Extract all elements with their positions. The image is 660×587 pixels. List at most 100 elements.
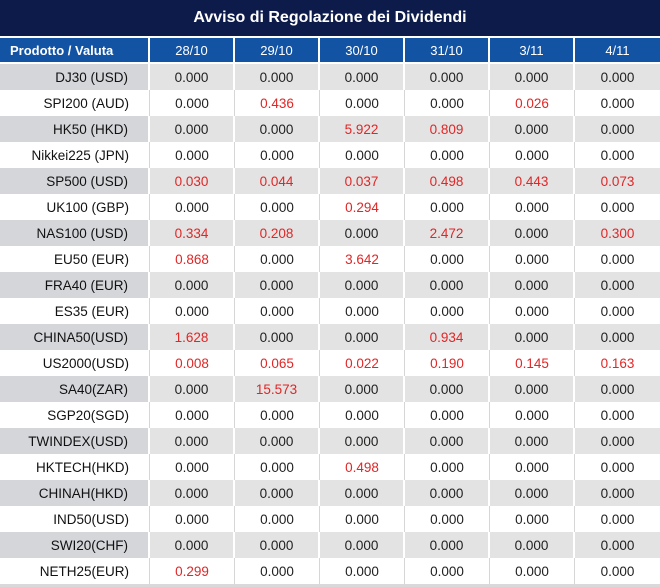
- dividend-value-cell: 0.000: [575, 402, 660, 428]
- dividend-value-cell: 0.026: [490, 90, 575, 116]
- dividend-value-cell: 0.000: [575, 324, 660, 350]
- dividend-value-cell: 0.030: [150, 168, 235, 194]
- product-cell: EU50 (EUR): [0, 246, 150, 272]
- dividend-value-cell: 3.642: [320, 246, 405, 272]
- dividend-value-cell: 0.163: [575, 350, 660, 376]
- dividend-value-cell: 0.000: [320, 558, 405, 584]
- product-cell: CHINA50(USD): [0, 324, 150, 350]
- dividend-value-cell: 0.000: [235, 324, 320, 350]
- dividend-value-cell: 0.000: [575, 532, 660, 558]
- dividend-value-cell: 0.000: [235, 272, 320, 298]
- dividend-value-cell: 0.000: [320, 298, 405, 324]
- dividend-value-cell: 0.000: [405, 376, 490, 402]
- dividend-value-cell: 0.000: [575, 142, 660, 168]
- dividend-value-cell: 0.000: [490, 220, 575, 246]
- page-title: Avviso di Regolazione dei Dividendi: [0, 0, 660, 38]
- dividend-value-cell: 0.000: [575, 506, 660, 532]
- dividend-value-cell: 0.000: [490, 142, 575, 168]
- dividend-value-cell: 0.000: [575, 246, 660, 272]
- dividend-value-cell: 0.000: [575, 116, 660, 142]
- product-cell: NETH25(EUR): [0, 558, 150, 584]
- dividend-value-cell: 0.294: [320, 194, 405, 220]
- product-cell: IND50(USD): [0, 506, 150, 532]
- dividend-value-cell: 0.000: [405, 402, 490, 428]
- dividend-value-cell: 0.300: [575, 220, 660, 246]
- dividend-value-cell: 0.000: [150, 194, 235, 220]
- dividend-value-cell: 0.000: [235, 116, 320, 142]
- dividend-value-cell: 0.000: [575, 480, 660, 506]
- table-row: Nikkei225 (JPN) 0.000 0.000 0.000 0.000 0.000…: [0, 142, 660, 168]
- dividend-value-cell: 0.000: [575, 298, 660, 324]
- dividend-value-cell: 0.498: [320, 454, 405, 480]
- column-header-date-3: 30/10: [320, 38, 405, 64]
- dividend-value-cell: 0.000: [320, 90, 405, 116]
- dividend-value-cell: 0.000: [490, 272, 575, 298]
- dividend-value-cell: 0.000: [320, 220, 405, 246]
- table-row: SPI200 (AUD) 0.000 0.436 0.000 0.000 0.026 0.0…: [0, 90, 660, 116]
- product-cell: UK100 (GBP): [0, 194, 150, 220]
- dividend-value-cell: 0.000: [490, 402, 575, 428]
- dividend-value-cell: 0.000: [575, 64, 660, 90]
- dividend-value-cell: 0.000: [405, 532, 490, 558]
- dividend-value-cell: 0.000: [235, 402, 320, 428]
- dividend-value-cell: 0.000: [405, 246, 490, 272]
- dividend-value-cell: 0.000: [235, 246, 320, 272]
- dividend-value-cell: 0.934: [405, 324, 490, 350]
- dividend-value-cell: 0.000: [150, 402, 235, 428]
- dividend-value-cell: 0.190: [405, 350, 490, 376]
- product-cell: SPI200 (AUD): [0, 90, 150, 116]
- product-cell: SA40(ZAR): [0, 376, 150, 402]
- dividend-value-cell: 0.000: [150, 428, 235, 454]
- dividend-value-cell: 2.472: [405, 220, 490, 246]
- dividend-value-cell: 0.000: [405, 480, 490, 506]
- dividend-value-cell: 0.000: [150, 454, 235, 480]
- dividend-value-cell: 0.000: [150, 506, 235, 532]
- dividend-value-cell: 0.000: [490, 532, 575, 558]
- product-cell: SP500 (USD): [0, 168, 150, 194]
- table-row: SWI20(CHF) 0.000 0.000 0.000 0.000 0.000 0.000: [0, 532, 660, 558]
- dividend-value-cell: 0.000: [405, 428, 490, 454]
- dividend-value-cell: 0.000: [320, 506, 405, 532]
- dividend-value-cell: 0.000: [490, 324, 575, 350]
- dividend-value-cell: 0.000: [235, 558, 320, 584]
- dividend-value-cell: 0.443: [490, 168, 575, 194]
- dividend-value-cell: 0.000: [490, 246, 575, 272]
- column-header-date-1: 28/10: [150, 38, 235, 64]
- dividend-value-cell: 0.000: [320, 532, 405, 558]
- product-cell: HK50 (HKD): [0, 116, 150, 142]
- dividend-value-cell: 0.000: [490, 454, 575, 480]
- dividend-value-cell: 0.000: [490, 376, 575, 402]
- dividend-value-cell: 0.000: [235, 454, 320, 480]
- dividend-value-cell: 0.000: [405, 90, 490, 116]
- dividend-value-cell: 0.000: [575, 558, 660, 584]
- dividend-value-cell: 0.145: [490, 350, 575, 376]
- dividend-value-cell: 0.000: [405, 194, 490, 220]
- dividend-value-cell: 0.000: [320, 324, 405, 350]
- column-header-date-6: 4/11: [575, 38, 660, 64]
- table-row: NAS100 (USD) 0.334 0.208 0.000 2.472 0.000 0.3…: [0, 220, 660, 246]
- dividend-value-cell: 0.000: [575, 376, 660, 402]
- table-row: FRA40 (EUR) 0.000 0.000 0.000 0.000 0.000 0.00…: [0, 272, 660, 298]
- dividend-value-cell: 0.065: [235, 350, 320, 376]
- dividend-value-cell: 0.000: [405, 272, 490, 298]
- dividend-value-cell: 0.000: [150, 90, 235, 116]
- product-cell: FRA40 (EUR): [0, 272, 150, 298]
- dividend-value-cell: 0.000: [405, 64, 490, 90]
- table-row: UK100 (GBP) 0.000 0.000 0.294 0.000 0.000 0.00…: [0, 194, 660, 220]
- table-row: TWINDEX(USD) 0.000 0.000 0.000 0.000 0.000 0.0…: [0, 428, 660, 454]
- dividend-value-cell: 0.868: [150, 246, 235, 272]
- dividend-value-cell: 0.000: [150, 480, 235, 506]
- dividend-value-cell: 0.000: [150, 142, 235, 168]
- dividend-value-cell: 0.000: [320, 428, 405, 454]
- product-cell: CHINAH(HKD): [0, 480, 150, 506]
- dividend-value-cell: 0.000: [320, 272, 405, 298]
- dividend-value-cell: 0.000: [235, 142, 320, 168]
- product-cell: SGP20(SGD): [0, 402, 150, 428]
- dividend-value-cell: 0.299: [150, 558, 235, 584]
- dividend-value-cell: 5.922: [320, 116, 405, 142]
- table-row: ES35 (EUR) 0.000 0.000 0.000 0.000 0.000 0.000: [0, 298, 660, 324]
- dividend-value-cell: 0.000: [490, 506, 575, 532]
- dividend-value-cell: 0.000: [150, 116, 235, 142]
- table-row: CHINA50(USD) 1.628 0.000 0.000 0.934 0.000 0.0…: [0, 324, 660, 350]
- dividend-value-cell: 0.000: [320, 376, 405, 402]
